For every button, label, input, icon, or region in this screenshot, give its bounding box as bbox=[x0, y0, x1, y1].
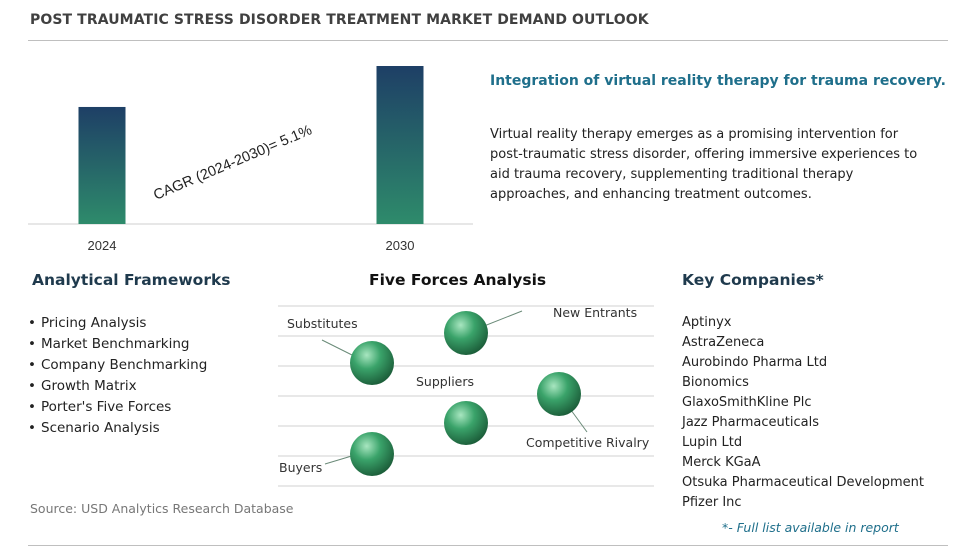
substitutes-sphere bbox=[350, 341, 394, 385]
company-item: AstraZeneca bbox=[682, 335, 765, 350]
five-forces-diagram bbox=[278, 305, 654, 487]
company-item: GlaxoSmithKline Plc bbox=[682, 395, 812, 410]
company-item: Pfizer Inc bbox=[682, 495, 742, 510]
company-item: Aurobindo Pharma Ltd bbox=[682, 355, 828, 370]
full-list-note: *- Full list available in report bbox=[722, 520, 899, 535]
frameworks-heading: Analytical Frameworks bbox=[32, 271, 231, 289]
highlight-body: Virtual reality therapy emerges as a pro… bbox=[490, 127, 918, 202]
top-divider bbox=[28, 40, 948, 41]
x-tick-label: 2024 bbox=[88, 238, 117, 253]
bar-2030 bbox=[376, 66, 424, 224]
list-item: Market Benchmarking bbox=[28, 334, 207, 355]
suppliers-sphere bbox=[444, 401, 488, 445]
x-tick-label: 2030 bbox=[386, 238, 415, 253]
company-item: Jazz Pharmaceuticals bbox=[682, 415, 819, 430]
bottom-divider bbox=[28, 545, 948, 546]
buyers-label: Buyers bbox=[279, 460, 323, 475]
cagr-annotation: CAGR (2024-2030)= 5.1% bbox=[151, 122, 314, 203]
list-item: Growth Matrix bbox=[28, 376, 207, 397]
buyers-sphere bbox=[350, 432, 394, 476]
suppliers-label: Suppliers bbox=[416, 374, 475, 389]
company-item: Otsuka Pharmaceutical Development bbox=[682, 475, 924, 490]
company-item: Lupin Ltd bbox=[682, 435, 743, 450]
substitutes-label: Substitutes bbox=[287, 316, 358, 331]
frameworks-list: Pricing Analysis Market Benchmarking Com… bbox=[28, 313, 207, 439]
list-item: Scenario Analysis bbox=[28, 418, 207, 439]
source-note: Source: USD Analytics Research Database bbox=[30, 501, 294, 516]
companies-list: Aptinyx AstraZeneca Aurobindo Pharma Ltd… bbox=[682, 313, 924, 513]
new-entrants-label: New Entrants bbox=[553, 305, 638, 320]
company-item: Merck KGaA bbox=[682, 455, 761, 470]
bar-2024 bbox=[78, 106, 126, 224]
five-forces-heading: Five Forces Analysis bbox=[369, 271, 547, 289]
competitive-rivalry-label: Competitive Rivalry bbox=[526, 435, 650, 450]
company-item: Aptinyx bbox=[682, 315, 732, 330]
competitive-rivalry-sphere bbox=[537, 372, 581, 416]
list-item: Pricing Analysis bbox=[28, 313, 207, 334]
companies-heading: Key Companies* bbox=[682, 271, 824, 289]
list-item: Company Benchmarking bbox=[28, 355, 207, 376]
new-entrants-sphere bbox=[444, 311, 488, 355]
page-title: POST TRAUMATIC STRESS DISORDER TREATMENT… bbox=[30, 12, 649, 28]
list-item: Porter's Five Forces bbox=[28, 397, 207, 418]
highlight-title: Integration of virtual reality therapy f… bbox=[490, 73, 946, 89]
company-item: Bionomics bbox=[682, 375, 749, 390]
